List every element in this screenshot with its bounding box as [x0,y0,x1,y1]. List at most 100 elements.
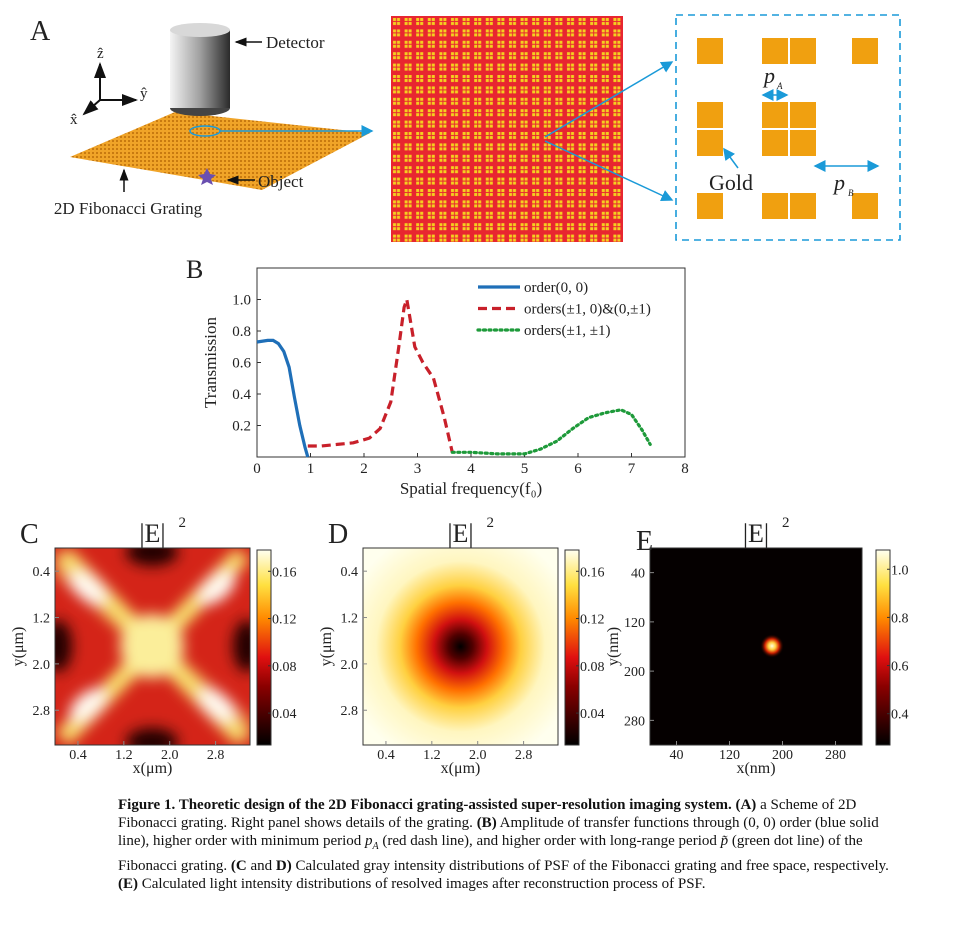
colorbar-tick-label: 0.12 [272,613,297,628]
x-tick-label: 1.2 [115,748,133,763]
plot-frame [362,547,559,746]
y-tick-label: 0.4 [33,565,51,580]
heatmap-title: |E| [447,519,473,548]
period-sub: A [776,81,783,91]
x-tick-label: 2.8 [515,748,533,763]
x-axis-label: Spatial frequency(f₀) [400,479,542,498]
x-tick-label: 2.0 [161,748,179,763]
y-tick-label: 0.4 [232,387,251,403]
x-tick-label: 5 [521,461,529,477]
y-tick-label: 1.0 [232,293,251,309]
y-tick-label: 120 [624,616,645,631]
period-sub: B [848,188,854,198]
plot-frame [54,547,251,746]
colorbar-tick-label: 1.0 [891,563,909,578]
plot-frame [649,547,863,746]
zoom-arrow [544,61,674,138]
object-label: Object [258,172,304,191]
heatmap-title: |E| [743,519,769,548]
plot-frame [256,267,686,458]
caption-ref: (B) [476,815,497,832]
panel-label: C [20,519,39,550]
y-tick-label: 1.2 [33,612,51,627]
heatmap-title-sup: 2 [782,515,790,531]
caption-title: Figure 1. Theoretic design of the 2D Fib… [118,797,757,813]
y-axis-label: y(nm) [605,627,622,666]
y-tick-label: 0.4 [341,565,359,580]
y-axis-label: y(μm) [10,627,27,667]
x-tick-label: 0.4 [377,748,395,763]
gold-label: Gold [709,170,753,195]
x-tick-label: 3 [414,461,422,477]
colorbar-tick-label: 0.8 [891,611,909,626]
x-tick-label: 0 [253,461,261,477]
caption-ref: (C [230,857,247,874]
heatmap-image [650,548,862,745]
x-tick-label: 120 [719,748,740,763]
y-tick-label: 0.2 [232,419,251,435]
colorbar-tick-label: 0.12 [580,613,605,628]
period-label: p [832,170,845,195]
colorbar-tick-label: 0.04 [272,707,297,722]
legend-label: order(0, 0) [524,280,588,296]
colorbar-tick-label: 0.04 [580,707,605,722]
y-tick-label: 200 [624,665,645,680]
heatmap-image [363,548,558,745]
caption-text: a Scheme of 2D Fibonacci grating. Right … [118,797,857,832]
detail-box [675,14,901,241]
axis-label: ŷ [140,86,148,102]
series-line [256,338,310,458]
axis-label: x̂ [70,112,78,128]
caption-text: (green dot line) of the Fibonacci gratin… [118,833,863,874]
caption-ref: (E) [118,875,138,892]
gold-squares [697,38,878,219]
grating-zoom [391,16,623,242]
y-axis-label: Transmission [201,316,220,408]
caption-text: Calculated gray intensity distributions … [291,857,889,874]
y-tick-label: 280 [624,714,645,729]
x-tick-label: 2.8 [207,748,225,763]
zoom-arrow [544,140,674,202]
x-tick-label: 0.4 [69,748,87,763]
axis-label: ẑ [97,46,104,62]
x-tick-label: 1.2 [423,748,441,763]
y-axis-label: y(μm) [318,627,335,667]
x-tick-label: 4 [467,461,475,477]
period-label: p [762,63,775,88]
x-tick-label: 8 [681,461,689,477]
x-tick-label: 6 [574,461,582,477]
legend-label: orders(±1, ±1) [524,323,610,339]
y-tick-label: 2.8 [33,704,51,719]
caption-symbol: p̃ [720,833,729,850]
colorbar-tick-label: 0.4 [891,708,909,723]
x-tick-label: 280 [825,748,846,763]
colorbar [564,549,580,746]
x-axis-label: x(nm) [736,760,775,777]
x-tick-label: 40 [670,748,684,763]
heatmap-title-sup: 2 [487,515,495,531]
object-star [198,168,216,185]
heatmap-title: |E| [139,519,165,548]
colorbar-tick-label: 0.08 [580,660,605,675]
y-tick-label: 0.8 [232,324,251,340]
legend-label: orders(±1, 0)&(0,±1) [524,302,651,318]
caption-text: Calculated light intensity distributions… [138,875,706,892]
x-tick-label: 7 [628,461,636,477]
x-tick-label: 200 [772,748,793,763]
caption-subscript: A [372,841,379,853]
y-tick-label: 2.0 [33,658,51,673]
figure: A Detector ẑ ŷ x̂ Object 2D Fibonacci Gr… [10,14,909,777]
colorbar-tick-label: 0.16 [272,565,297,580]
y-tick-label: 0.6 [232,356,251,372]
detector-label: Detector [266,33,325,52]
detector-top [170,23,230,37]
colorbar [256,549,272,746]
caption-text: Amplitude of transfer functions through … [118,815,879,850]
panel-label: B [186,255,203,284]
y-tick-label: 40 [631,567,645,582]
panel-label: D [328,519,348,550]
x-axis-label: x(μm) [133,760,173,777]
y-tick-label: 2.0 [341,658,359,673]
panel-label: E [636,526,653,557]
